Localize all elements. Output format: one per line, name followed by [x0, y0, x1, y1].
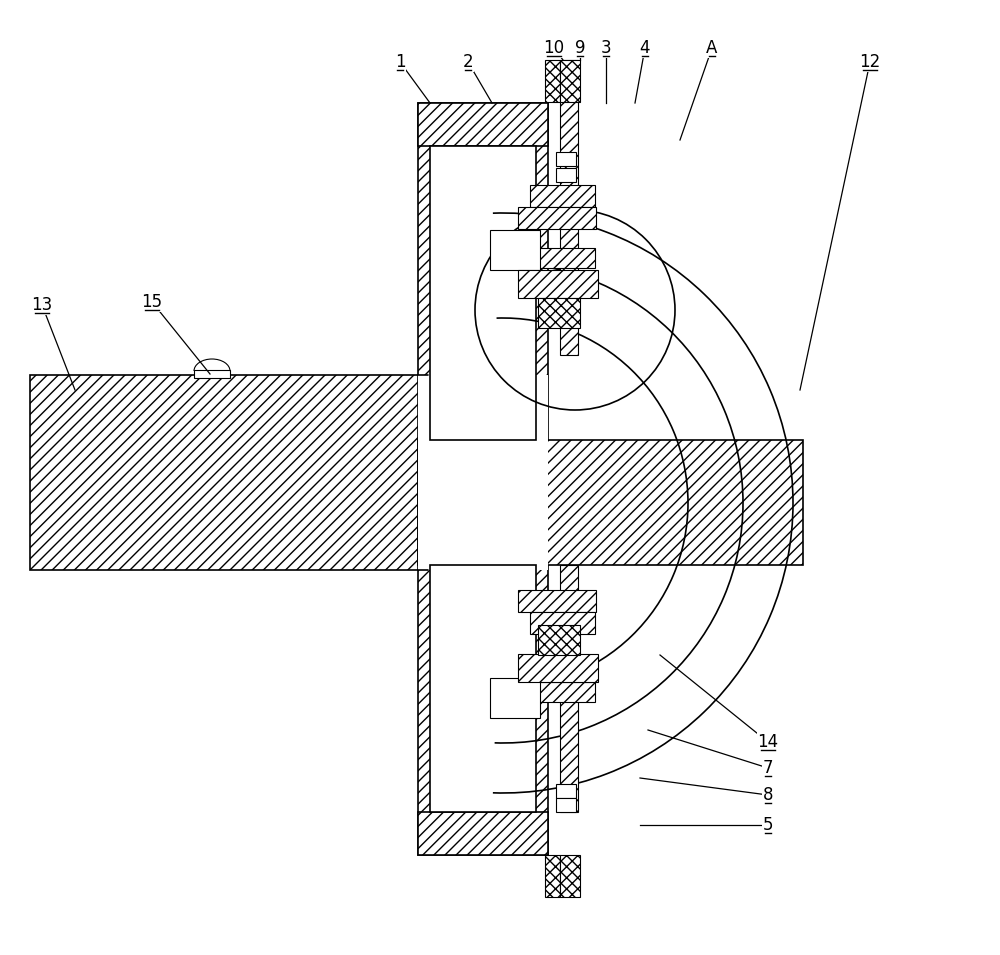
- Bar: [560, 855, 580, 897]
- Bar: [538, 298, 580, 328]
- Bar: [490, 678, 540, 718]
- Text: 8: 8: [763, 786, 773, 804]
- Bar: [418, 375, 548, 570]
- Bar: [545, 855, 560, 897]
- Bar: [430, 565, 536, 812]
- Text: 3: 3: [601, 39, 611, 57]
- Bar: [560, 60, 578, 355]
- Bar: [490, 230, 540, 270]
- Bar: [556, 798, 576, 812]
- Text: 14: 14: [757, 733, 779, 751]
- Text: 2: 2: [463, 53, 473, 71]
- Bar: [560, 565, 578, 812]
- Bar: [518, 654, 598, 682]
- Bar: [530, 248, 595, 268]
- Text: 1: 1: [395, 53, 405, 71]
- Text: A: A: [706, 39, 718, 57]
- Text: 10: 10: [543, 39, 565, 57]
- Bar: [530, 612, 595, 634]
- Bar: [556, 152, 576, 166]
- Bar: [538, 625, 580, 655]
- Bar: [518, 590, 596, 612]
- Bar: [30, 375, 428, 570]
- Bar: [545, 60, 560, 102]
- Bar: [518, 207, 596, 229]
- Text: 9: 9: [575, 39, 585, 57]
- Text: 7: 7: [763, 759, 773, 777]
- Bar: [418, 812, 548, 855]
- Text: 15: 15: [141, 293, 163, 311]
- Bar: [430, 146, 536, 440]
- Text: 13: 13: [31, 296, 53, 314]
- Text: 5: 5: [763, 816, 773, 834]
- Bar: [418, 440, 803, 565]
- Bar: [560, 60, 580, 102]
- Bar: [530, 185, 595, 207]
- Bar: [556, 784, 576, 798]
- Text: 12: 12: [859, 53, 881, 71]
- Text: 4: 4: [640, 39, 650, 57]
- Bar: [518, 270, 598, 298]
- Bar: [530, 682, 595, 702]
- Bar: [418, 103, 548, 855]
- Bar: [556, 168, 576, 182]
- Bar: [194, 370, 230, 378]
- Bar: [418, 103, 548, 146]
